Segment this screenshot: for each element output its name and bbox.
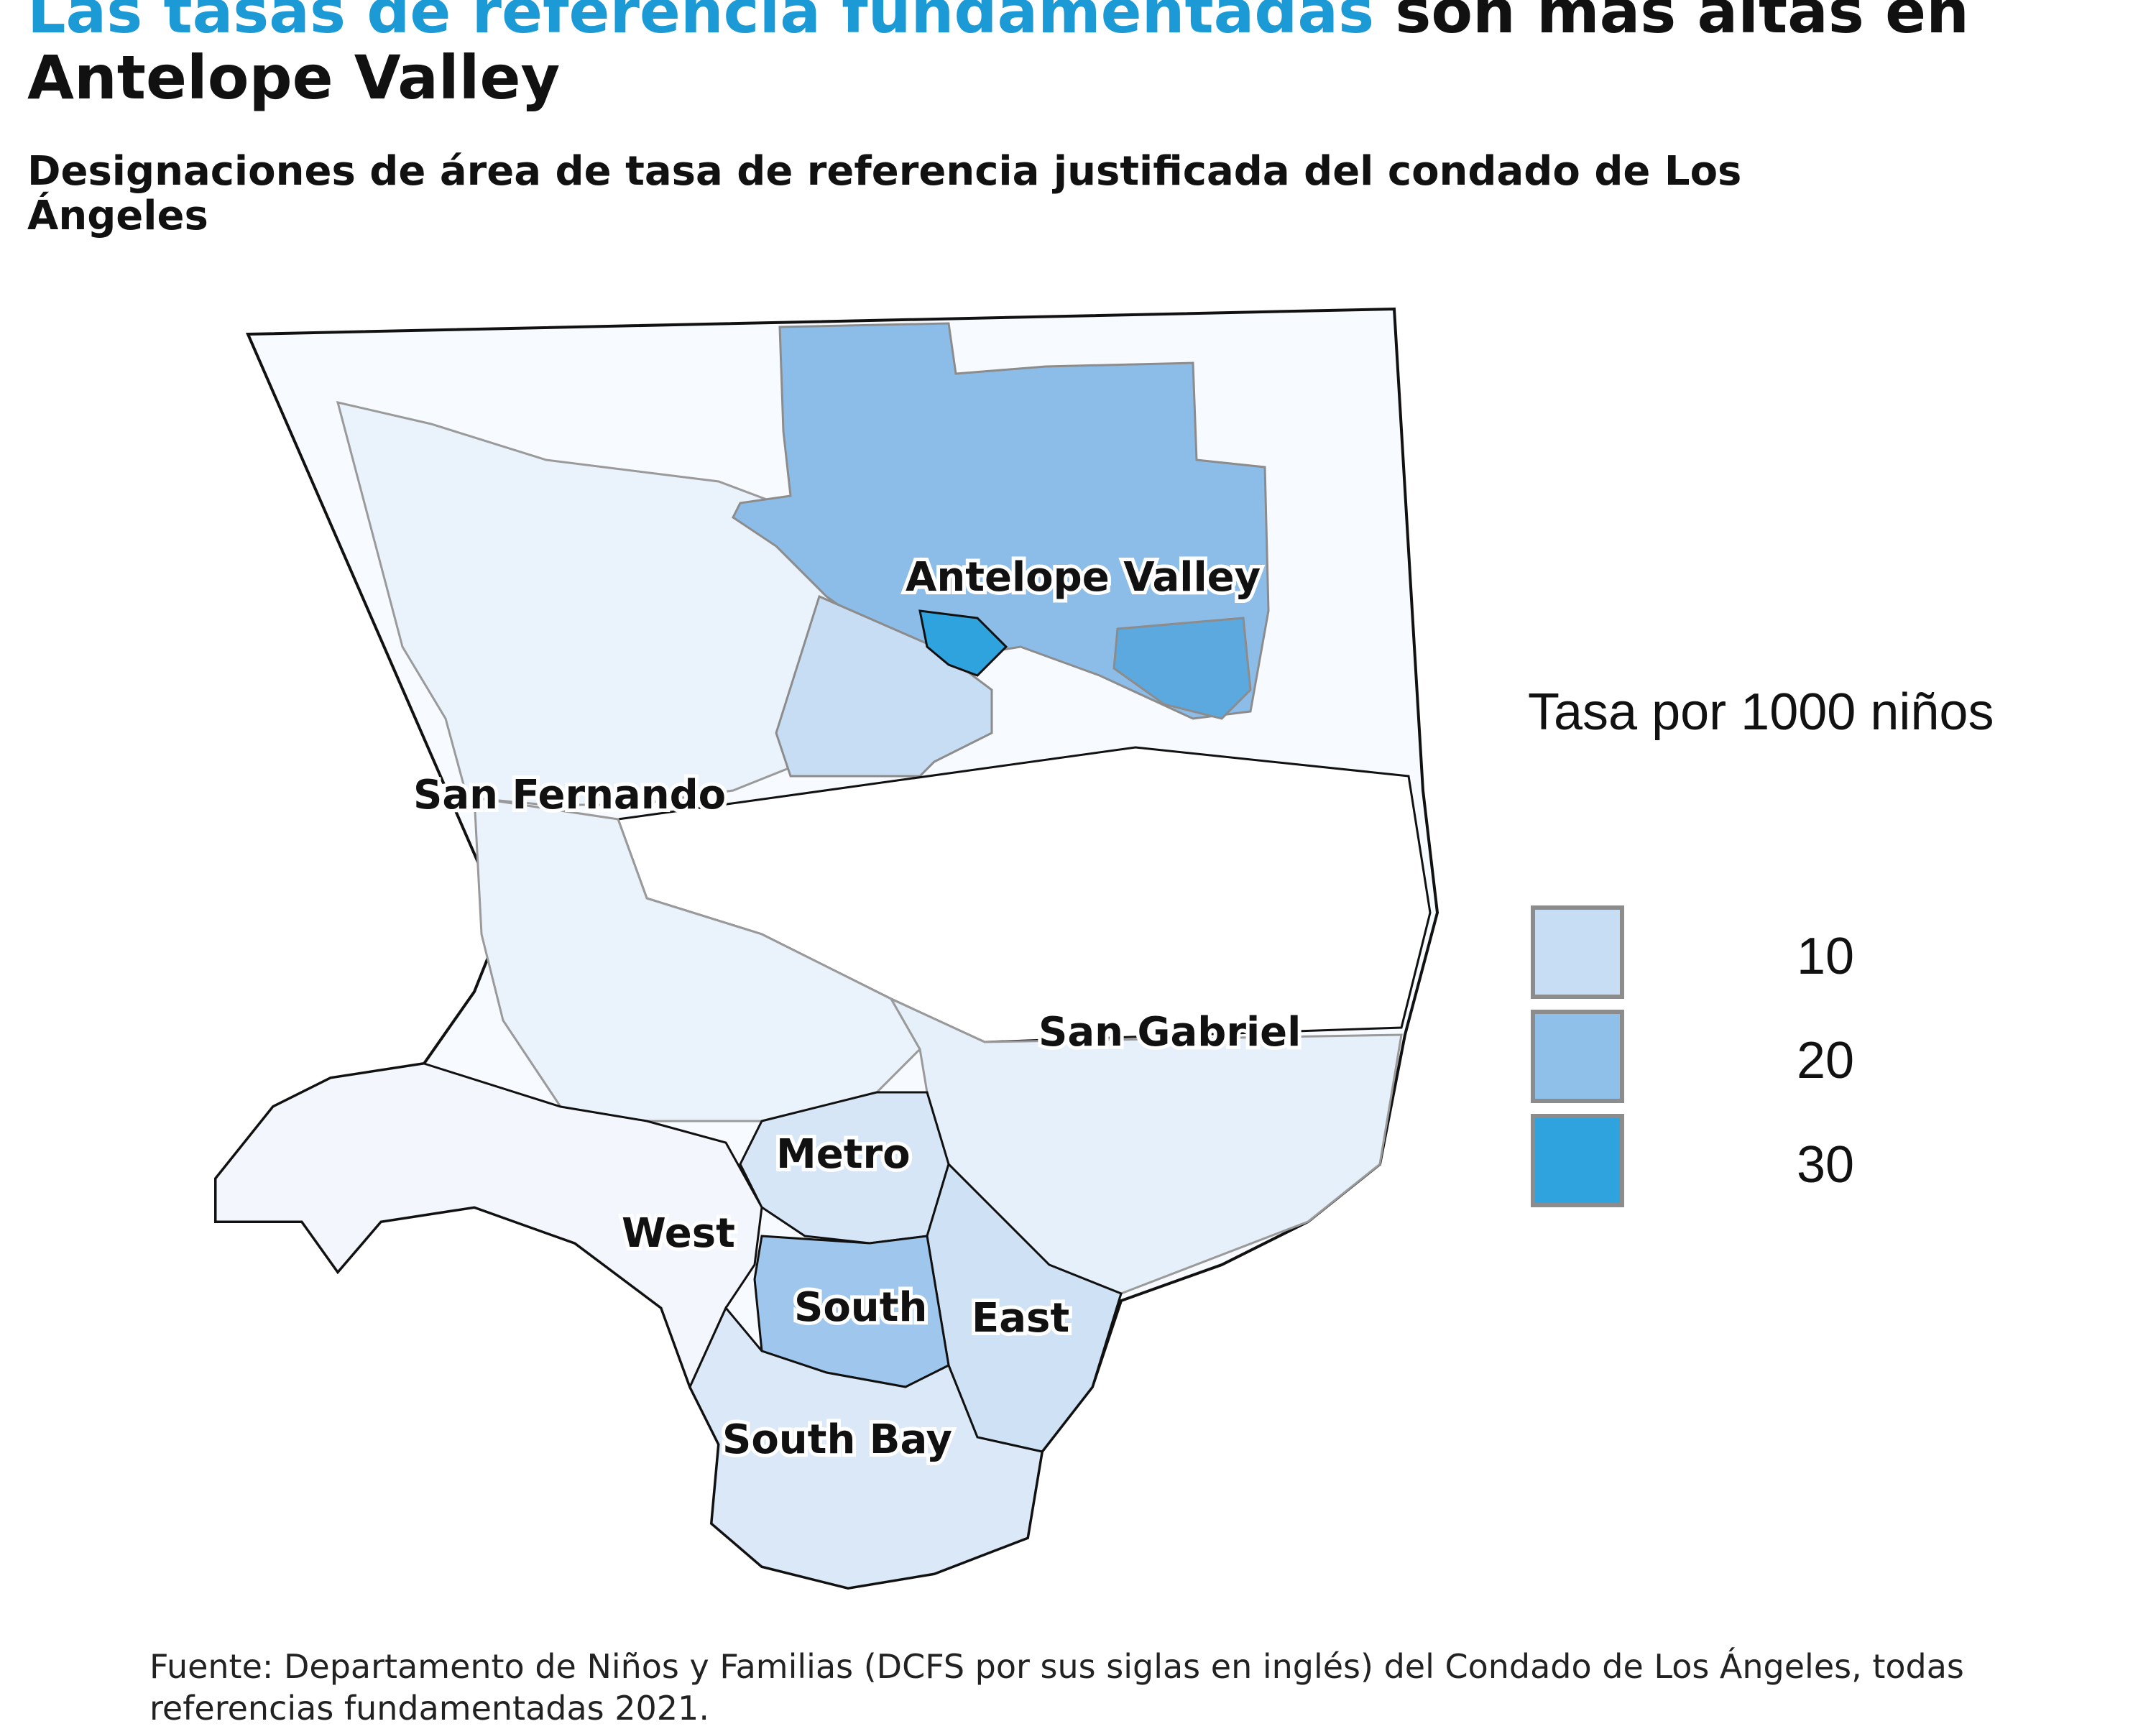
region-label-san-fernando: San Fernando (413, 772, 726, 819)
legend-swatch-30 (1531, 1114, 1624, 1207)
region-label-south: South (794, 1284, 927, 1331)
region-label-antelope-valley: Antelope Valley (906, 554, 1261, 601)
source-note: Fuente: Departamento de Niños y Familias… (149, 1647, 1964, 1728)
legend-label-10: 10 (1797, 928, 1855, 985)
title-rest: son más altas en Antelope Valley (27, 0, 1969, 113)
region-label-west: West (622, 1210, 735, 1257)
legend-title: Tasa por 1000 niños (1528, 683, 1994, 741)
legend-swatch-10 (1531, 905, 1624, 999)
chart-title: Las tasas de referencia fundamentadas so… (27, 0, 2111, 111)
antelope-valley-area-max (918, 609, 1008, 677)
antelope-valley-area-east (1112, 617, 1252, 720)
title-highlight: Las tasas de referencia fundamentadas (27, 0, 1375, 47)
region-label-san-gabriel: San Gabriel (1038, 1009, 1301, 1056)
region-label-east: East (972, 1295, 1069, 1342)
legend-label-30: 30 (1797, 1136, 1855, 1194)
legend-swatch-20 (1531, 1010, 1624, 1103)
legend-label-20: 20 (1797, 1032, 1855, 1089)
south-bay-area (688, 1306, 1044, 1590)
region-label-south-bay: South Bay (722, 1416, 952, 1463)
region-label-metro: Metro (776, 1131, 911, 1178)
chart-subtitle: Designaciones de área de tasa de referen… (27, 148, 1742, 239)
